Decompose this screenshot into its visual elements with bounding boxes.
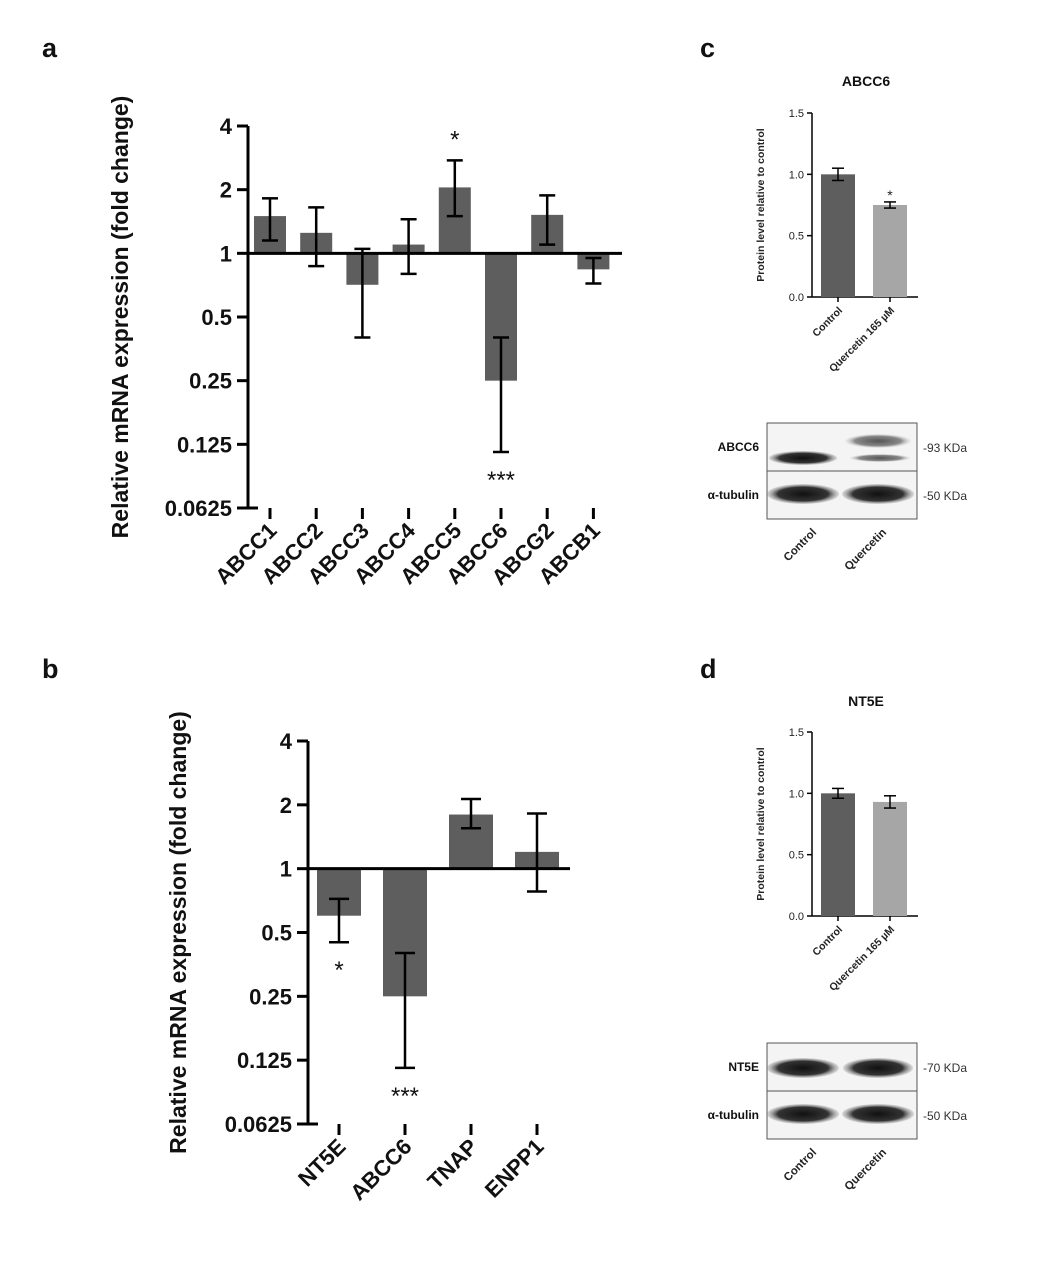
y-tick-label: 2 bbox=[280, 793, 292, 818]
x-category-label: ENPP1 bbox=[480, 1134, 549, 1203]
y-tick-label: 1 bbox=[280, 857, 292, 882]
y-tick-label: 1.5 bbox=[789, 108, 804, 120]
x-category-label: Control bbox=[810, 924, 845, 959]
blot-band bbox=[767, 1058, 839, 1078]
x-category-label: ABCC6 bbox=[345, 1134, 416, 1205]
y-tick-label: 0.5 bbox=[789, 850, 804, 862]
y-tick-label: 0.0 bbox=[789, 292, 804, 304]
y-tick-label: 1.0 bbox=[789, 788, 804, 800]
x-category-label: Control bbox=[810, 305, 845, 340]
y-tick-label: 0.125 bbox=[177, 432, 232, 457]
blot-band bbox=[850, 454, 910, 462]
bar-quercetin bbox=[873, 801, 907, 916]
y-tick-label: 0.0 bbox=[789, 911, 804, 923]
blot-band bbox=[845, 434, 911, 448]
western-blot-c: ABCC6 -93 KDa α-tubulin -50 KDa Control Querc… bbox=[708, 422, 967, 573]
x-category-label: NT5E bbox=[293, 1134, 350, 1191]
blot-band bbox=[769, 451, 837, 465]
blot-molecular-weight: -50 KDa bbox=[923, 489, 967, 503]
significance-marker: * bbox=[450, 126, 459, 153]
western-blot-d: NT5E -70 KDa α-tubulin -50 KDa Control Querce… bbox=[708, 1042, 967, 1193]
blot-row-label: α-tubulin bbox=[708, 1108, 759, 1122]
blot-molecular-weight: -70 KDa bbox=[923, 1061, 967, 1075]
blot-lane-label: Quercetin bbox=[843, 1147, 889, 1193]
significance-marker: *** bbox=[391, 1083, 419, 1110]
x-category-label: TNAP bbox=[423, 1134, 483, 1194]
blot-band bbox=[842, 484, 914, 504]
y-tick-label: 1 bbox=[220, 241, 232, 266]
y-tick-label: 1.5 bbox=[789, 727, 804, 739]
bar-control bbox=[821, 174, 855, 297]
blot-band bbox=[842, 1104, 914, 1124]
chart-b-mrna-mineralization-genes: 4 2 1 0.5 0.25 0.125 0.0625 Relative mRNA expre… bbox=[165, 711, 570, 1205]
chart-title: NT5E bbox=[848, 693, 884, 709]
y-tick-label: 2 bbox=[220, 178, 232, 203]
panel-letter-c: c bbox=[700, 33, 715, 63]
chart-c-abcc6-protein: ABCC6 1.5 1.0 0.5 0.0 Protein level relative … bbox=[755, 73, 918, 375]
chart-title: ABCC6 bbox=[842, 73, 890, 89]
y-axis-label: Protein level relative to control bbox=[755, 128, 767, 282]
blot-lane-label: Quercetin bbox=[843, 527, 889, 573]
y-axis-label: Protein level relative to control bbox=[755, 747, 767, 901]
chart-a-mrna-abc-transporters: 4 2 1 0.5 0.25 0.125 0.0625 Relative mRNA expre… bbox=[107, 96, 622, 590]
blot-band bbox=[767, 1104, 839, 1124]
y-tick-label: 0.125 bbox=[237, 1048, 292, 1073]
y-axis-label: Relative mRNA expression (fold change) bbox=[107, 96, 133, 539]
panel-letter-d: d bbox=[700, 654, 717, 684]
y-tick-label: 0.5 bbox=[789, 231, 804, 243]
y-tick-label: 0.5 bbox=[261, 921, 292, 946]
panel-letter-b: b bbox=[42, 654, 59, 684]
significance-marker: * bbox=[887, 187, 893, 203]
blot-lane-label: Control bbox=[782, 527, 819, 564]
y-tick-label: 4 bbox=[220, 114, 233, 139]
panel-letter-a: a bbox=[42, 33, 58, 63]
bar-control bbox=[821, 793, 855, 916]
significance-marker: *** bbox=[487, 467, 515, 494]
y-axis-label: Relative mRNA expression (fold change) bbox=[165, 711, 191, 1154]
blot-row-label: NT5E bbox=[728, 1060, 759, 1074]
blot-row-label: α-tubulin bbox=[708, 488, 759, 502]
chart-d-nt5e-protein: NT5E 1.5 1.0 0.5 0.0 Protein level relative t… bbox=[755, 693, 918, 994]
blot-molecular-weight: -50 KDa bbox=[923, 1109, 967, 1123]
blot-lane-label: Control bbox=[782, 1147, 819, 1184]
y-tick-label: 0.0625 bbox=[225, 1112, 292, 1137]
significance-marker: * bbox=[334, 957, 343, 984]
y-tick-label: 4 bbox=[280, 729, 293, 754]
y-tick-label: 1.0 bbox=[789, 169, 804, 181]
blot-row-label: ABCC6 bbox=[718, 440, 760, 454]
y-tick-label: 0.5 bbox=[201, 305, 232, 330]
y-tick-label: 0.0625 bbox=[165, 496, 232, 521]
y-tick-label: 0.25 bbox=[189, 369, 232, 394]
bar-quercetin bbox=[873, 205, 907, 297]
y-tick-label: 0.25 bbox=[249, 984, 292, 1009]
blot-band bbox=[843, 1058, 913, 1078]
blot-molecular-weight: -93 KDa bbox=[923, 441, 967, 455]
blot-band bbox=[767, 484, 839, 504]
